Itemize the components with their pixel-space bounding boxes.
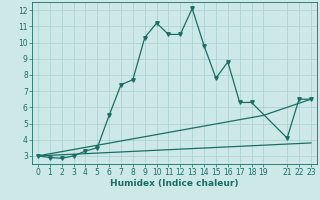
X-axis label: Humidex (Indice chaleur): Humidex (Indice chaleur) [110,179,239,188]
